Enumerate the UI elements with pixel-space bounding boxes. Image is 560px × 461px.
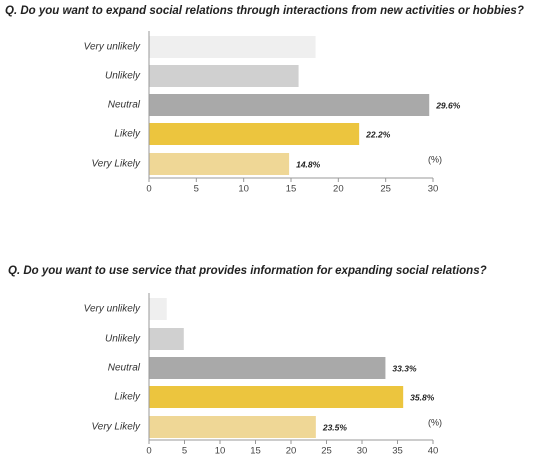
x-tick-label: 25	[321, 446, 332, 457]
x-tick-label: 20	[333, 184, 344, 195]
category-label: Very unlikely	[84, 42, 141, 53]
x-tick-label: 30	[428, 184, 439, 195]
category-label: Very Likely	[91, 159, 141, 170]
unit-label: (%)	[428, 417, 442, 427]
x-tick-label: 15	[286, 184, 297, 195]
x-tick-label: 5	[182, 446, 187, 457]
value-label: 33.3%	[392, 363, 417, 373]
bar	[149, 94, 430, 116]
x-tick-label: 0	[146, 184, 151, 195]
value-label: 22.2%	[365, 129, 391, 139]
x-tick-label: 20	[286, 446, 297, 457]
bar	[149, 65, 299, 87]
value-label: 23.5%	[322, 422, 348, 432]
bar	[149, 123, 360, 145]
value-label: 29.6%	[435, 100, 461, 110]
category-label: Neutral	[108, 100, 141, 111]
bar	[149, 328, 184, 350]
unit-label: (%)	[428, 154, 442, 164]
category-label: Likely	[114, 392, 141, 403]
bar	[149, 357, 386, 379]
x-tick-label: 25	[380, 184, 391, 195]
value-label: 14.8%	[296, 159, 321, 169]
bar	[149, 298, 167, 320]
x-tick-label: 30	[357, 446, 368, 457]
chart-title: Q. Do you want to expand social relation…	[5, 5, 524, 17]
x-tick-label: 5	[194, 184, 199, 195]
x-tick-label: 35	[392, 446, 403, 457]
x-tick-label: 10	[238, 184, 249, 195]
x-tick-label: 15	[250, 446, 261, 457]
category-label: Unlikely	[105, 334, 141, 345]
chart-title: Q. Do you want to use service that provi…	[8, 265, 487, 277]
x-tick-label: 10	[215, 446, 226, 457]
bar	[149, 36, 316, 58]
category-label: Neutral	[108, 363, 141, 374]
bar	[149, 153, 290, 175]
value-label: 35.8%	[410, 392, 435, 402]
x-tick-label: 40	[428, 446, 439, 457]
category-label: Unlikely	[105, 71, 141, 82]
category-label: Very Likely	[91, 422, 141, 433]
bar	[149, 386, 404, 408]
category-label: Likely	[114, 129, 141, 140]
x-tick-label: 0	[146, 446, 151, 457]
bar	[149, 416, 316, 438]
category-label: Very unlikely	[84, 304, 141, 315]
